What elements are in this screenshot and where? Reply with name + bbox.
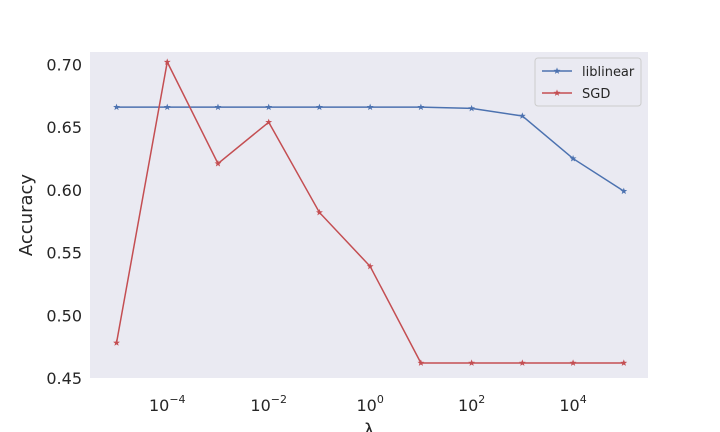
data-point-liblinear <box>620 187 628 195</box>
data-point-liblinear <box>468 104 476 112</box>
y-tick-label: 0.45 <box>46 369 82 388</box>
data-point-sgd <box>620 359 628 366</box>
data-point-liblinear <box>518 112 526 119</box>
x-tick-label: 10−4 <box>149 393 186 415</box>
x-axis-label: λ <box>364 420 375 432</box>
data-point-liblinear <box>366 103 374 111</box>
data-point-sgd <box>113 339 120 346</box>
data-point-sgd <box>316 208 323 216</box>
x-tick-label: 102 <box>458 393 485 415</box>
x-tick-label: 104 <box>559 393 586 415</box>
x-tick-label: 10−2 <box>250 393 287 415</box>
data-point-liblinear <box>417 103 425 111</box>
legend: liblinear SGD <box>534 57 642 107</box>
y-axis-label: Accuracy <box>16 174 37 257</box>
legend-label-sgd: SGD <box>582 87 610 102</box>
data-point-liblinear <box>265 103 273 111</box>
x-tick-label: 100 <box>356 393 383 415</box>
data-point-sgd <box>265 118 273 126</box>
y-tick-label: 0.60 <box>46 181 82 200</box>
data-point-liblinear <box>316 103 323 111</box>
y-tick-label: 0.70 <box>46 56 82 75</box>
data-point-sgd <box>214 159 222 167</box>
legend-label-liblinear: liblinear <box>582 65 635 80</box>
data-point-sgd <box>163 58 171 65</box>
y-tick-label: 0.55 <box>46 244 82 263</box>
legend-marker-sgd <box>553 89 561 96</box>
y-tick-label: 0.65 <box>46 118 82 137</box>
data-point-liblinear <box>113 103 120 111</box>
data-point-sgd <box>518 359 526 366</box>
data-point-liblinear <box>163 103 171 111</box>
legend-marker-liblinear <box>553 67 561 74</box>
legend-box <box>534 57 642 107</box>
data-point-liblinear <box>569 154 577 162</box>
y-tick-label: 0.50 <box>46 306 82 325</box>
data-point-sgd <box>366 262 374 270</box>
data-point-liblinear <box>214 103 222 111</box>
data-point-sgd <box>569 359 577 366</box>
data-point-sgd <box>417 359 425 366</box>
data-point-sgd <box>468 359 476 366</box>
